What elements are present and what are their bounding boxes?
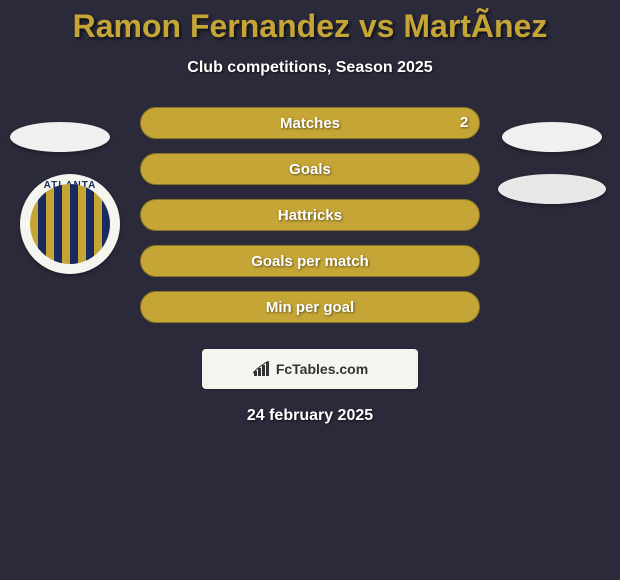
stat-label: Matches bbox=[280, 115, 340, 132]
stat-row-hattricks: Hattricks bbox=[0, 199, 620, 245]
stat-label: Goals per match bbox=[251, 253, 369, 270]
attribution-box: FcTables.com bbox=[202, 349, 418, 389]
stat-bar: Matches bbox=[140, 107, 480, 139]
stat-bar: Goals bbox=[140, 153, 480, 185]
subtitle: Club competitions, Season 2025 bbox=[0, 59, 620, 77]
stat-value-right: 2 bbox=[460, 114, 468, 131]
stat-label: Hattricks bbox=[278, 207, 342, 224]
stats-section: Matches 2 Goals Hattricks Goals per matc… bbox=[0, 107, 620, 337]
stat-row-min-per-goal: Min per goal bbox=[0, 291, 620, 337]
chart-icon bbox=[252, 361, 272, 377]
main-container: Ramon Fernandez vs MartÃnez Club competi… bbox=[0, 0, 620, 425]
stat-label: Min per goal bbox=[266, 299, 354, 316]
stat-bar: Goals per match bbox=[140, 245, 480, 277]
stat-row-goals-per-match: Goals per match bbox=[0, 245, 620, 291]
stat-row-goals: Goals bbox=[0, 153, 620, 199]
stat-bar: Min per goal bbox=[140, 291, 480, 323]
attribution-text: FcTables.com bbox=[276, 361, 368, 377]
page-title: Ramon Fernandez vs MartÃnez bbox=[0, 8, 620, 45]
date-label: 24 february 2025 bbox=[0, 407, 620, 425]
stat-bar: Hattricks bbox=[140, 199, 480, 231]
stat-label: Goals bbox=[289, 161, 331, 178]
stat-row-matches: Matches 2 bbox=[0, 107, 620, 153]
